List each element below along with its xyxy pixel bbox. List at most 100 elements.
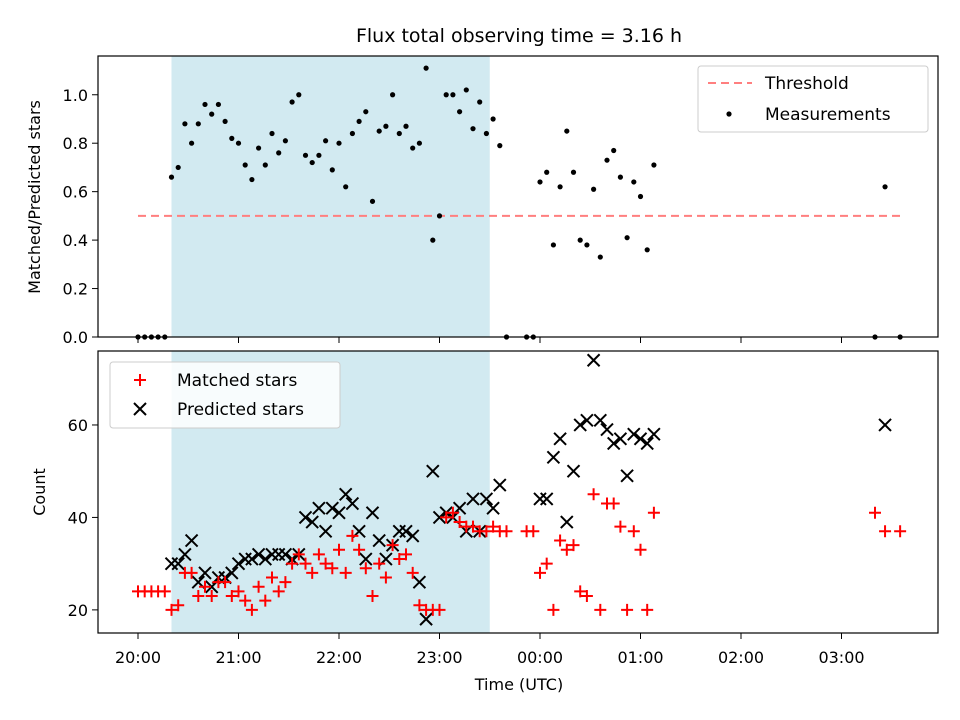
measurement-point <box>403 123 409 129</box>
measurement-point <box>369 198 376 204</box>
matched-point <box>869 506 881 519</box>
measurement-point <box>302 152 309 158</box>
measurement-point <box>457 109 463 115</box>
measurement-point <box>423 65 429 71</box>
bottom-x-axis-label: Time (UTC) <box>474 675 563 694</box>
measurement-point <box>544 169 550 175</box>
matched-point <box>326 562 339 575</box>
measurement-point <box>256 145 262 151</box>
matched-point <box>339 566 352 579</box>
predicted-point <box>566 464 581 478</box>
predicted-point <box>258 552 273 566</box>
matched-point <box>554 534 567 547</box>
measurement-point <box>396 130 402 137</box>
legend-matched-label: Matched stars <box>177 371 297 391</box>
measurement-point <box>195 121 201 127</box>
predicted-point <box>647 427 661 441</box>
matched-point <box>259 594 272 607</box>
top-axes-frame <box>97 55 939 338</box>
measurement-point <box>189 140 195 146</box>
top-y-tick-label: 1.0 <box>63 86 88 105</box>
measurement-point <box>631 179 637 185</box>
predicted-point <box>640 436 654 451</box>
matched-point <box>333 543 345 556</box>
matched-point <box>560 543 573 556</box>
top-y-tick-label: 0.8 <box>63 134 88 153</box>
measurement-point <box>296 92 302 98</box>
matched-point <box>500 525 513 538</box>
bottom-x-tick-label: 20:00 <box>115 648 161 667</box>
predicted-point <box>278 547 293 562</box>
matched-point <box>433 603 446 616</box>
measurement-point <box>604 157 610 163</box>
measurement-point <box>463 87 469 93</box>
measurement-point <box>591 186 597 192</box>
predicted-point <box>332 506 346 520</box>
measurement-point <box>436 213 443 219</box>
measurement-points <box>135 65 903 340</box>
predicted-point <box>432 510 447 525</box>
top-panel: 0.0 0.2 0.4 0.6 0.8 1.0 Matched/Predicted sta… <box>25 55 939 347</box>
matched-point <box>353 543 366 556</box>
measurement-point <box>624 235 630 241</box>
matched-point <box>306 566 319 579</box>
predicted-point <box>184 533 199 548</box>
predicted-point <box>633 432 648 446</box>
bottom-x-tick-label: 01:00 <box>617 648 663 667</box>
matched-point <box>232 585 245 598</box>
matched-point <box>312 548 325 561</box>
matched-point <box>192 590 205 603</box>
predicted-point <box>878 418 892 432</box>
measurement-point <box>215 101 221 108</box>
measurement-point <box>336 140 342 146</box>
measurement-point <box>323 138 329 144</box>
predicted-point <box>225 566 239 580</box>
measurement-point <box>410 145 416 151</box>
predicted-point <box>573 418 587 432</box>
bottom-legend-box <box>109 361 341 429</box>
measurement-point <box>329 167 335 173</box>
matched-point <box>627 525 640 538</box>
matched-point <box>292 548 305 561</box>
measurement-point <box>168 174 175 180</box>
measurement-point <box>390 92 396 98</box>
matched-point <box>400 548 412 561</box>
predicted-point <box>251 547 266 562</box>
matched-point <box>185 566 198 579</box>
top-y-tick-label: 0.2 <box>63 280 88 299</box>
matched-point <box>406 566 419 579</box>
measurement-point <box>430 237 436 243</box>
predicted-point <box>426 464 440 478</box>
measurement-point <box>262 162 268 168</box>
predicted-point <box>305 515 319 529</box>
predicted-point <box>553 432 567 446</box>
bottom-y-axis-label: Count <box>30 468 49 516</box>
predicted-point <box>546 450 561 465</box>
measurement-point <box>356 118 362 125</box>
matched-point <box>252 580 265 593</box>
matched-point <box>286 557 299 570</box>
predicted-point <box>365 506 380 520</box>
matched-point <box>413 599 426 612</box>
measurement-point <box>289 99 295 105</box>
measurement-point <box>209 111 215 117</box>
top-legend-box <box>697 65 929 133</box>
legend-matched-swatch <box>134 374 146 386</box>
measurement-point <box>577 237 583 243</box>
bottom-x-tick-label: 03:00 <box>818 648 864 667</box>
measurement-point <box>570 169 577 175</box>
matched-point <box>607 497 620 510</box>
predicted-point <box>372 533 386 548</box>
predicted-point <box>560 515 574 529</box>
measurement-point <box>383 123 389 129</box>
bottom-panel: 20 40 60 20:00 21:00 22:00 23:00 00:00 01:00 02:… <box>30 350 939 694</box>
measurement-point <box>349 130 355 137</box>
matched-point <box>621 603 634 616</box>
legend-predicted-swatch <box>133 402 147 416</box>
predicted-point <box>338 487 353 502</box>
matched-point <box>487 520 500 533</box>
matched-point <box>641 603 654 616</box>
matched-point <box>879 525 892 538</box>
predicted-point <box>479 492 494 506</box>
matched-point <box>480 525 493 538</box>
